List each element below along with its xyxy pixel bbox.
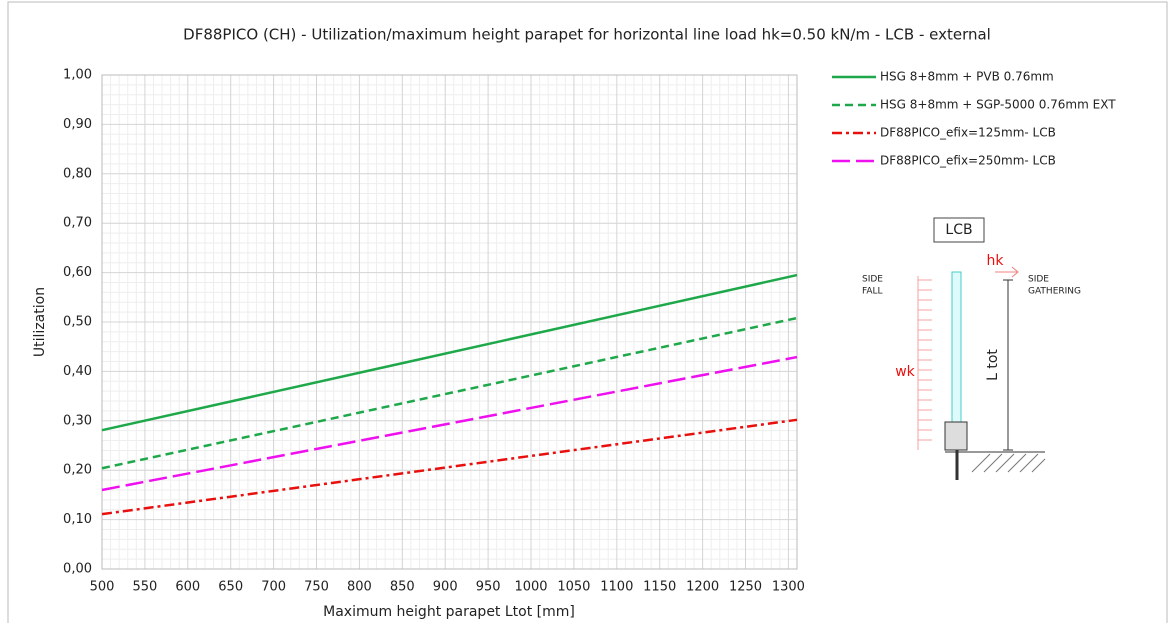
side-fall: FALL xyxy=(862,287,883,297)
lcb-box xyxy=(933,217,985,243)
x-tick-label: 700 xyxy=(261,580,286,595)
x-tick-label: 1000 xyxy=(514,580,547,595)
chart-title: DF88PICO (CH) - Utilization/maximum heig… xyxy=(183,26,991,44)
x-tick-label: 750 xyxy=(304,580,329,595)
legend-label: DF88PICO_efix=125mm- LCB xyxy=(880,126,1056,140)
series-line xyxy=(101,355,798,492)
ground-hatch xyxy=(971,453,1046,473)
ltot-label: L tot xyxy=(985,349,1001,381)
y-tick-label: 0,80 xyxy=(63,166,92,181)
y-tick-label: 0,70 xyxy=(63,216,92,231)
x-tick-label: 800 xyxy=(347,580,372,595)
side-fall: SIDE xyxy=(862,275,883,285)
x-tick-label: 900 xyxy=(433,580,458,595)
series-line xyxy=(101,316,798,470)
x-tick-label: 1250 xyxy=(729,580,762,595)
profile xyxy=(944,421,968,451)
x-tick-label: 950 xyxy=(476,580,501,595)
y-tick-label: 0,00 xyxy=(63,562,92,577)
legend-label: DF88PICO_efix=250mm- LCB xyxy=(880,154,1056,168)
y-tick-label: 0,20 xyxy=(63,463,92,478)
x-tick-label: 500 xyxy=(90,580,115,595)
lcb-label: LCB xyxy=(945,222,972,238)
x-tick-label: 550 xyxy=(132,580,157,595)
grid xyxy=(101,74,798,570)
series-line xyxy=(101,418,798,516)
side-gathering: SIDE xyxy=(1028,275,1049,285)
x-tick-label: 1300 xyxy=(772,580,805,595)
hk-label: hk xyxy=(987,253,1005,269)
y-tick-label: 0,10 xyxy=(63,512,92,527)
x-tick-label: 600 xyxy=(175,580,200,595)
x-tick-label: 850 xyxy=(390,580,415,595)
x-tick-label: 650 xyxy=(218,580,243,595)
hk-arrow xyxy=(995,266,1019,278)
y-tick-label: 0,60 xyxy=(63,265,92,280)
plot-border xyxy=(101,74,798,570)
legend-label: HSG 8+8mm + SGP-5000 0.76mm EXT xyxy=(880,98,1116,112)
x-tick-label: 1100 xyxy=(600,580,633,595)
x-tick-label: 1050 xyxy=(557,580,590,595)
y-tick-label: 0,30 xyxy=(63,413,92,428)
side-gathering: GATHERING xyxy=(1028,287,1081,297)
x-tick-label: 1150 xyxy=(643,580,676,595)
x-tick-label: 1200 xyxy=(686,580,719,595)
legend-label: HSG 8+8mm + PVB 0.76mm xyxy=(880,70,1054,84)
ltot-dimension xyxy=(1003,279,1013,451)
series-line xyxy=(101,273,798,432)
y-tick-label: 1,00 xyxy=(63,68,92,83)
y-axis-label: Utilization xyxy=(32,287,48,357)
wk-label: wk xyxy=(895,364,915,380)
x-axis-label: Maximum height parapet Ltot [mm] xyxy=(323,604,575,620)
wind-load xyxy=(917,276,932,450)
lcb-diagram: LCB SIDE FALL SIDE GATHERING wk hk L tot xyxy=(862,217,1081,480)
y-tick-label: 0,40 xyxy=(63,364,92,379)
y-tick-label: 0,50 xyxy=(63,315,92,330)
y-tick-label: 0,90 xyxy=(63,117,92,132)
chart-frame xyxy=(7,1,1168,627)
glass xyxy=(951,271,962,445)
